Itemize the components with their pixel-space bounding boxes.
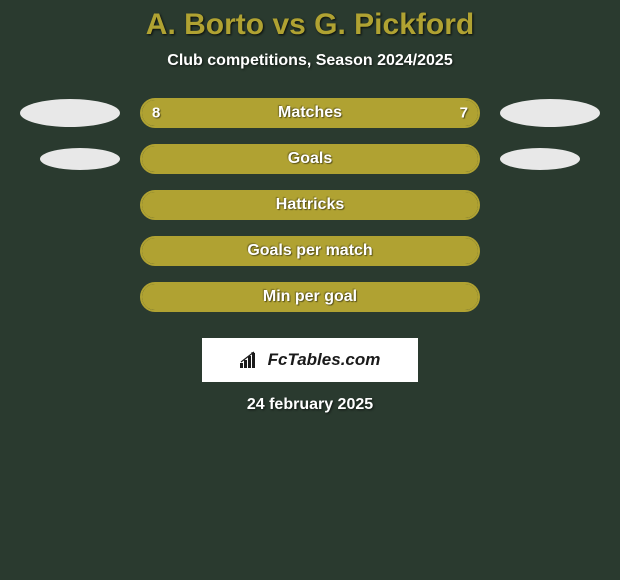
stat-bar: 8 7 Matches xyxy=(140,98,480,128)
stat-row: Goals per match xyxy=(0,236,620,266)
vs-text: vs xyxy=(264,8,314,41)
bar-fill-right xyxy=(320,100,478,126)
stat-row: Min per goal xyxy=(0,282,620,312)
stat-row: Hattricks xyxy=(0,190,620,220)
subtitle: Club competitions, Season 2024/2025 xyxy=(0,52,620,70)
bars-icon xyxy=(240,350,262,370)
player-b-name: G. Pickford xyxy=(314,8,474,41)
stat-bar: Min per goal xyxy=(140,282,480,312)
stat-value-left: 8 xyxy=(152,105,160,122)
stat-row: Goals xyxy=(0,144,620,174)
stat-label: Goals xyxy=(288,150,332,168)
left-badge xyxy=(40,148,120,170)
logo-box: FcTables.com xyxy=(202,338,418,382)
stat-bar: Goals xyxy=(140,144,480,174)
stat-bar: Hattricks xyxy=(140,190,480,220)
stat-bar: Goals per match xyxy=(140,236,480,266)
stat-row: 8 7 Matches xyxy=(0,98,620,128)
stat-rows-container: 8 7 Matches Goals Hattricks Goals per match Mi… xyxy=(0,98,620,328)
logo-inner: FcTables.com xyxy=(240,350,381,370)
stat-label: Goals per match xyxy=(247,242,372,260)
stat-label: Hattricks xyxy=(276,196,344,214)
stat-value-right: 7 xyxy=(460,105,468,122)
stat-label: Min per goal xyxy=(263,288,357,306)
stat-label: Matches xyxy=(278,104,342,122)
logo-text: FcTables.com xyxy=(268,350,381,370)
right-badge xyxy=(500,99,600,127)
comparison-title: A. Borto vs G. Pickford xyxy=(0,0,620,42)
right-badge xyxy=(500,148,580,170)
left-badge xyxy=(20,99,120,127)
player-a-name: A. Borto xyxy=(146,8,264,41)
date-text: 24 february 2025 xyxy=(0,396,620,414)
